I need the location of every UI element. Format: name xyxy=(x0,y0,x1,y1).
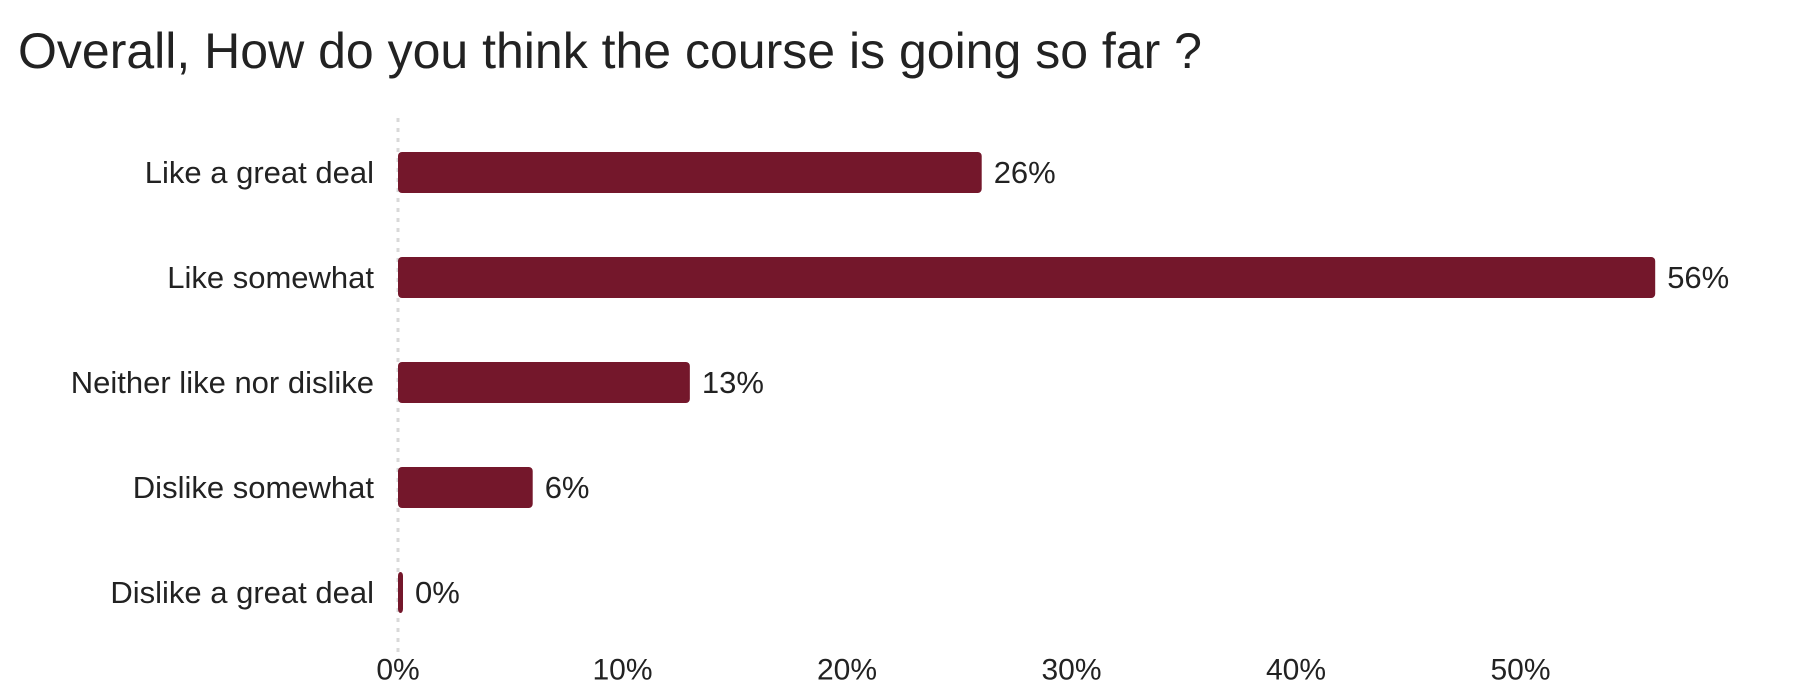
bar[interactable] xyxy=(398,152,982,193)
bar[interactable] xyxy=(398,572,403,613)
x-tick-label: 20% xyxy=(817,654,877,687)
category-label: Neither like nor dislike xyxy=(71,365,374,400)
value-label: 26% xyxy=(994,155,1056,190)
category-label: Like somewhat xyxy=(167,260,374,295)
x-tick-label: 50% xyxy=(1490,654,1550,687)
value-label: 13% xyxy=(702,365,764,400)
bar[interactable] xyxy=(398,257,1656,298)
bar[interactable] xyxy=(398,362,690,403)
bar[interactable] xyxy=(398,467,533,508)
chart-title: Overall, How do you think the course is … xyxy=(18,23,1202,79)
value-label: 0% xyxy=(415,575,460,610)
x-tick-label: 40% xyxy=(1266,654,1326,687)
category-label: Like a great deal xyxy=(145,155,374,190)
x-tick-label: 10% xyxy=(592,654,652,687)
category-label: Dislike a great deal xyxy=(110,575,374,610)
x-tick-label: 0% xyxy=(376,654,419,687)
value-label: 56% xyxy=(1667,260,1729,295)
value-label: 6% xyxy=(545,470,590,505)
x-tick-label: 30% xyxy=(1041,654,1101,687)
category-label: Dislike somewhat xyxy=(133,470,375,505)
